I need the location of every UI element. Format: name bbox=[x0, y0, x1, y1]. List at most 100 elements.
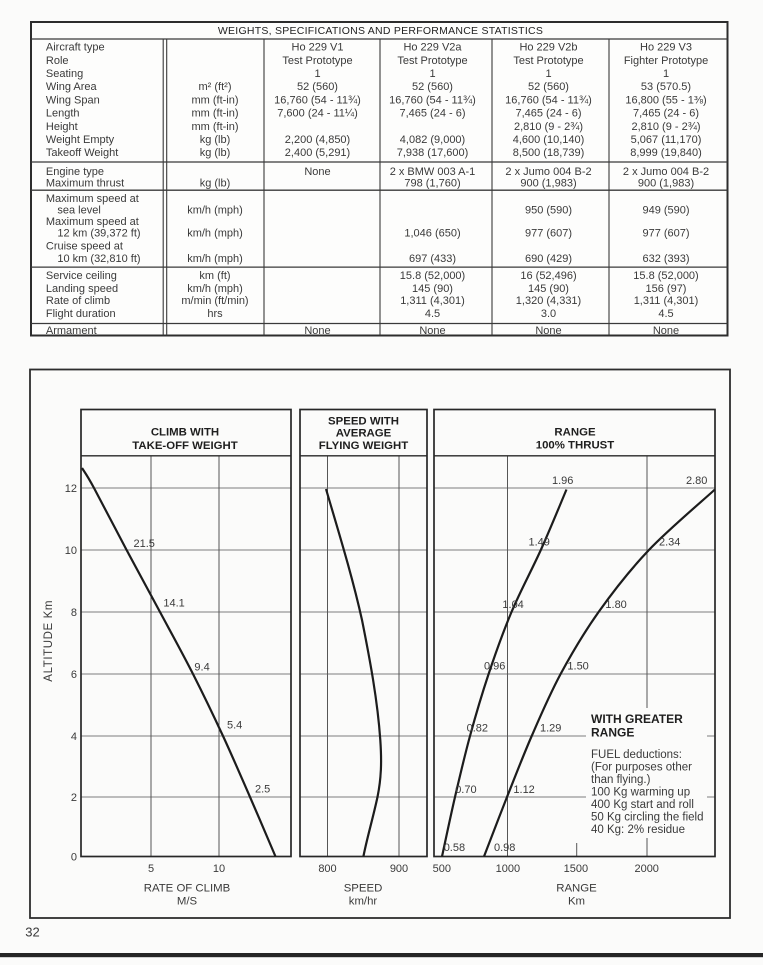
svg-text:Height: Height bbox=[46, 121, 78, 133]
svg-text:949 (590): 949 (590) bbox=[642, 205, 689, 217]
svg-text:16,760 (54 - 11¾): 16,760 (54 - 11¾) bbox=[505, 94, 592, 106]
svg-text:ALTITUDE Km: ALTITUDE Km bbox=[43, 600, 55, 682]
svg-text:Maximum speed at: Maximum speed at bbox=[46, 193, 139, 205]
svg-text:2,810 (9 - 2¾): 2,810 (9 - 2¾) bbox=[631, 121, 700, 133]
svg-text:Test Prototype: Test Prototype bbox=[397, 55, 467, 67]
svg-text:mm (ft-in): mm (ft-in) bbox=[191, 108, 238, 120]
svg-text:RATE OF CLIMB: RATE OF CLIMB bbox=[144, 882, 231, 894]
svg-text:0.98: 0.98 bbox=[494, 842, 515, 854]
svg-text:12: 12 bbox=[65, 483, 77, 495]
svg-text:16,760 (54 - 11¾): 16,760 (54 - 11¾) bbox=[389, 94, 476, 106]
svg-text:Ho 229 V3: Ho 229 V3 bbox=[640, 42, 692, 54]
svg-text:900: 900 bbox=[390, 863, 408, 875]
svg-text:52 (560): 52 (560) bbox=[297, 81, 338, 93]
svg-text:Maximum thrust: Maximum thrust bbox=[46, 177, 124, 189]
svg-text:TAKE-OFF WEIGHT: TAKE-OFF WEIGHT bbox=[132, 440, 237, 452]
svg-text:km (ft): km (ft) bbox=[199, 270, 230, 282]
svg-text:2.80: 2.80 bbox=[686, 475, 707, 487]
svg-text:RANGE: RANGE bbox=[554, 426, 596, 438]
svg-text:hrs: hrs bbox=[207, 308, 223, 320]
svg-text:km/h (mph): km/h (mph) bbox=[187, 253, 243, 265]
svg-text:4: 4 bbox=[71, 731, 77, 743]
svg-text:1.96: 1.96 bbox=[552, 475, 573, 487]
svg-text:100% THRUST: 100% THRUST bbox=[536, 440, 615, 452]
svg-text:m² (ft²): m² (ft²) bbox=[199, 81, 232, 93]
svg-text:156 (97): 156 (97) bbox=[646, 283, 687, 295]
svg-text:2,810 (9 - 2¾): 2,810 (9 - 2¾) bbox=[514, 121, 583, 133]
svg-text:1,311 (4,301): 1,311 (4,301) bbox=[400, 295, 465, 307]
svg-text:1.50: 1.50 bbox=[567, 660, 588, 672]
svg-text:3.0: 3.0 bbox=[541, 308, 556, 320]
svg-text:Fighter Prototype: Fighter Prototype bbox=[624, 55, 708, 67]
svg-text:697 (433): 697 (433) bbox=[409, 253, 456, 265]
svg-text:Role: Role bbox=[46, 55, 69, 67]
svg-text:1: 1 bbox=[663, 68, 669, 80]
svg-text:1,320 (4,331): 1,320 (4,331) bbox=[516, 295, 581, 307]
svg-text:977 (607): 977 (607) bbox=[642, 227, 689, 239]
svg-text:None: None bbox=[419, 325, 445, 337]
svg-text:kg (lb): kg (lb) bbox=[200, 134, 231, 146]
svg-text:Maximum speed at: Maximum speed at bbox=[46, 216, 139, 228]
svg-text:Length: Length bbox=[46, 108, 80, 120]
svg-text:Weight Empty: Weight Empty bbox=[46, 134, 115, 146]
svg-text:SPEED WITH: SPEED WITH bbox=[328, 416, 399, 428]
svg-text:WITH GREATER: WITH GREATER bbox=[591, 712, 683, 726]
svg-text:5.4: 5.4 bbox=[227, 720, 242, 732]
svg-text:SPEED: SPEED bbox=[344, 882, 383, 894]
svg-text:400 Kg start and roll: 400 Kg start and roll bbox=[591, 799, 694, 811]
svg-text:21.5: 21.5 bbox=[134, 538, 155, 550]
svg-text:0.96: 0.96 bbox=[484, 660, 505, 672]
svg-text:(For purposes other: (For purposes other bbox=[591, 761, 692, 773]
svg-text:53 (570.5): 53 (570.5) bbox=[641, 81, 691, 93]
svg-text:kg (lb): kg (lb) bbox=[200, 177, 231, 189]
svg-text:9.4: 9.4 bbox=[194, 661, 209, 673]
svg-text:950 (590): 950 (590) bbox=[525, 205, 572, 217]
svg-text:Ho 229 V1: Ho 229 V1 bbox=[292, 42, 344, 54]
svg-text:None: None bbox=[304, 325, 330, 337]
svg-text:16 (52,496): 16 (52,496) bbox=[520, 270, 576, 282]
svg-text:4,600 (10,140): 4,600 (10,140) bbox=[513, 134, 585, 146]
svg-text:8: 8 bbox=[71, 607, 77, 619]
svg-text:2,200 (4,850): 2,200 (4,850) bbox=[285, 134, 350, 146]
svg-text:sea level: sea level bbox=[57, 205, 100, 217]
svg-text:Ho 229 V2a: Ho 229 V2a bbox=[403, 42, 462, 54]
svg-text:40 Kg: 2% residue: 40 Kg: 2% residue bbox=[591, 824, 685, 836]
svg-text:2,400 (5,291): 2,400 (5,291) bbox=[285, 147, 350, 159]
svg-text:2000: 2000 bbox=[634, 863, 658, 875]
svg-text:FLYING WEIGHT: FLYING WEIGHT bbox=[319, 440, 408, 452]
svg-text:2.5: 2.5 bbox=[255, 784, 270, 796]
svg-text:1: 1 bbox=[314, 68, 320, 80]
svg-text:None: None bbox=[653, 325, 679, 337]
svg-text:than flying.): than flying.) bbox=[591, 774, 651, 786]
svg-text:RANGE: RANGE bbox=[591, 726, 634, 740]
svg-text:1.12: 1.12 bbox=[513, 784, 534, 796]
svg-text:Flight duration: Flight duration bbox=[46, 308, 116, 320]
svg-text:Test Prototype: Test Prototype bbox=[513, 55, 583, 67]
svg-text:900 (1,983): 900 (1,983) bbox=[520, 177, 576, 189]
svg-text:145 (90): 145 (90) bbox=[528, 283, 569, 295]
svg-text:7,465 (24 - 6): 7,465 (24 - 6) bbox=[399, 108, 465, 120]
svg-text:10: 10 bbox=[213, 863, 225, 875]
svg-text:50 Kg circling the field: 50 Kg circling the field bbox=[591, 812, 704, 824]
svg-text:15.8 (52,000): 15.8 (52,000) bbox=[400, 270, 465, 282]
svg-text:4.5: 4.5 bbox=[425, 308, 440, 320]
svg-text:900 (1,983): 900 (1,983) bbox=[638, 177, 694, 189]
svg-text:4,082 (9,000): 4,082 (9,000) bbox=[400, 134, 465, 146]
svg-text:1.29: 1.29 bbox=[540, 723, 561, 735]
svg-text:1.49: 1.49 bbox=[529, 537, 550, 549]
svg-text:32: 32 bbox=[25, 925, 39, 940]
svg-text:mm (ft-in): mm (ft-in) bbox=[191, 94, 238, 106]
svg-text:798 (1,760): 798 (1,760) bbox=[404, 177, 460, 189]
svg-text:2.34: 2.34 bbox=[659, 537, 680, 549]
svg-text:2 x Jumo 004 B-2: 2 x Jumo 004 B-2 bbox=[505, 166, 591, 178]
svg-text:Armament: Armament bbox=[46, 325, 97, 337]
svg-text:FUEL deductions:: FUEL deductions: bbox=[591, 749, 682, 761]
svg-text:1,046 (650): 1,046 (650) bbox=[404, 227, 460, 239]
svg-text:WEIGHTS, SPECIFICATIONS AND PE: WEIGHTS, SPECIFICATIONS AND PERFORMANCE … bbox=[218, 25, 543, 37]
svg-text:5: 5 bbox=[148, 863, 154, 875]
svg-text:Engine type: Engine type bbox=[46, 166, 104, 178]
svg-text:RANGE: RANGE bbox=[556, 882, 597, 894]
svg-text:1.80: 1.80 bbox=[605, 599, 626, 611]
svg-text:690 (429): 690 (429) bbox=[525, 253, 572, 265]
svg-text:8,999 (19,840): 8,999 (19,840) bbox=[630, 147, 702, 159]
